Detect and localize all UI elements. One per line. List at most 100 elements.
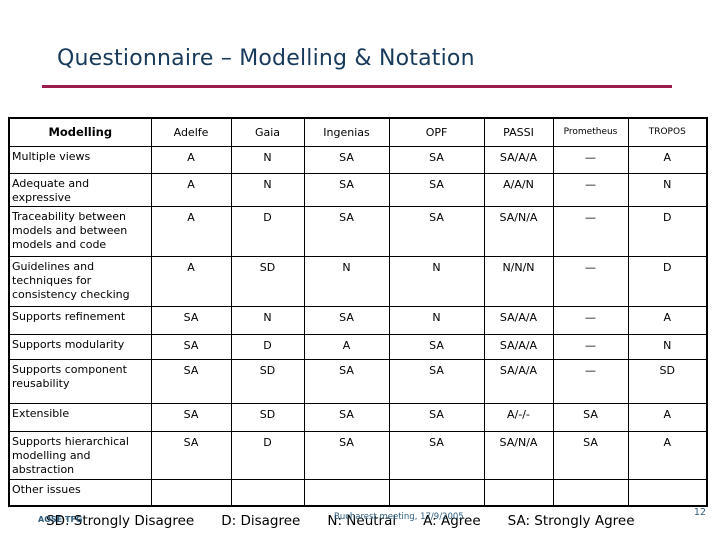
cell-value: SA (552, 430, 629, 480)
cell-value: SA (150, 402, 232, 432)
cell-value: SA (388, 430, 485, 480)
cell-value (627, 478, 708, 507)
cell-value: A/A/N (483, 172, 554, 207)
table-row: Traceability between models and between … (8, 205, 708, 257)
cell-value: A (303, 333, 390, 360)
cell-value: — (552, 145, 629, 174)
table-row: Supports hierarchical modelling and abst… (8, 430, 708, 480)
table-header-row: Modelling Adelfe Gaia Ingenias OPF PASSI… (8, 117, 708, 147)
cell-value: SD (230, 402, 305, 432)
cell-value: N (230, 305, 305, 335)
cell-value: SA/A/A (483, 333, 554, 360)
row-label: Supports refinement (8, 305, 152, 335)
cell-value: SA (150, 430, 232, 480)
table-row: Other issues (8, 478, 708, 507)
table-row: Multiple views A N SA SA SA/A/A — A (8, 145, 708, 174)
cell-value: D (230, 333, 305, 360)
footer-group-name: AOSE TFG (38, 515, 83, 524)
cell-value: N (627, 333, 708, 360)
cell-value: SA (303, 145, 390, 174)
cell-value: N (303, 255, 390, 307)
cell-value: SA/A/A (483, 358, 554, 404)
cell-value: SA/A/A (483, 305, 554, 335)
cell-value: N/N/N (483, 255, 554, 307)
cell-value: — (552, 305, 629, 335)
cell-value: SA (303, 402, 390, 432)
title-underline-rule (42, 85, 672, 88)
rating-legend: SD: Strongly Disagree D: Disagree N: Neu… (46, 513, 635, 529)
row-label: Other issues (8, 478, 152, 507)
column-header-ingenias: Ingenias (303, 117, 390, 147)
cell-value: SA (388, 333, 485, 360)
cell-value: SA (388, 172, 485, 207)
column-header-gaia: Gaia (230, 117, 305, 147)
cell-value (303, 478, 390, 507)
cell-value: — (552, 172, 629, 207)
cell-value (388, 478, 485, 507)
row-label: Adequate and expressive (8, 172, 152, 207)
cell-value: SA/N/A (483, 430, 554, 480)
row-label: Extensible (8, 402, 152, 432)
cell-value: D (230, 430, 305, 480)
footer-meeting-info: Bucharest meeting, 17/9/2005 (334, 512, 464, 522)
slide-page-number: 12 (693, 507, 706, 518)
cell-value: A (627, 430, 708, 480)
cell-value: N (627, 172, 708, 207)
cell-value: SD (230, 358, 305, 404)
cell-value: SA (552, 402, 629, 432)
cell-value: A (627, 305, 708, 335)
table-row: Supports modularity SA D A SA SA/A/A — N (8, 333, 708, 360)
cell-value: A (150, 145, 232, 174)
cell-value (150, 478, 232, 507)
table-row: Supports component reusability SA SD SA … (8, 358, 708, 404)
cell-value: SA (303, 205, 390, 257)
cell-value: N (230, 172, 305, 207)
table-row: Supports refinement SA N SA N SA/A/A — A (8, 305, 708, 335)
cell-value: A (150, 172, 232, 207)
row-label: Multiple views (8, 145, 152, 174)
cell-value: SA (303, 430, 390, 480)
cell-value: SA (303, 358, 390, 404)
column-header-prometheus: Prometheus (552, 117, 629, 147)
column-header-passi: PASSI (483, 117, 554, 147)
questionnaire-table: Modelling Adelfe Gaia Ingenias OPF PASSI… (8, 117, 708, 507)
page-title: Questionnaire – Modelling & Notation (57, 46, 475, 71)
legend-item-sd: SD: Strongly Disagree (46, 513, 195, 529)
row-label: Supports modularity (8, 333, 152, 360)
cell-value: N (388, 255, 485, 307)
cell-value: A (627, 145, 708, 174)
row-label: Traceability between models and between … (8, 205, 152, 257)
cell-value: A (150, 255, 232, 307)
column-header-tropos: TROPOS (627, 117, 708, 147)
cell-value: SA (150, 358, 232, 404)
cell-value: — (552, 205, 629, 257)
row-label: Supports component reusability (8, 358, 152, 404)
column-header-adelfe: Adelfe (150, 117, 232, 147)
legend-item-d: D: Disagree (221, 513, 301, 529)
table-row: Adequate and expressive A N SA SA A/A/N … (8, 172, 708, 207)
column-header-opf: OPF (388, 117, 485, 147)
cell-value: — (552, 358, 629, 404)
cell-value: A (627, 402, 708, 432)
cell-value: SA (150, 333, 232, 360)
legend-item-sa: SA: Strongly Agree (507, 513, 635, 529)
cell-value: N (388, 305, 485, 335)
cell-value: SA (303, 305, 390, 335)
cell-value: D (230, 205, 305, 257)
row-label: Supports hierarchical modelling and abst… (8, 430, 152, 480)
cell-value: — (552, 333, 629, 360)
cell-value: D (627, 205, 708, 257)
cell-value: A/-/- (483, 402, 554, 432)
cell-value (230, 478, 305, 507)
cell-value: A (150, 205, 232, 257)
cell-value: SA (388, 145, 485, 174)
cell-value: SD (627, 358, 708, 404)
cell-value: SA/A/A (483, 145, 554, 174)
cell-value: D (627, 255, 708, 307)
legend-item-n: N: Neutral (327, 513, 397, 529)
table-row: Guidelines and techniques for consistenc… (8, 255, 708, 307)
cell-value: SA (388, 205, 485, 257)
cell-value (552, 478, 629, 507)
cell-value: SA (388, 358, 485, 404)
legend-item-a: A: Agree (423, 513, 481, 529)
